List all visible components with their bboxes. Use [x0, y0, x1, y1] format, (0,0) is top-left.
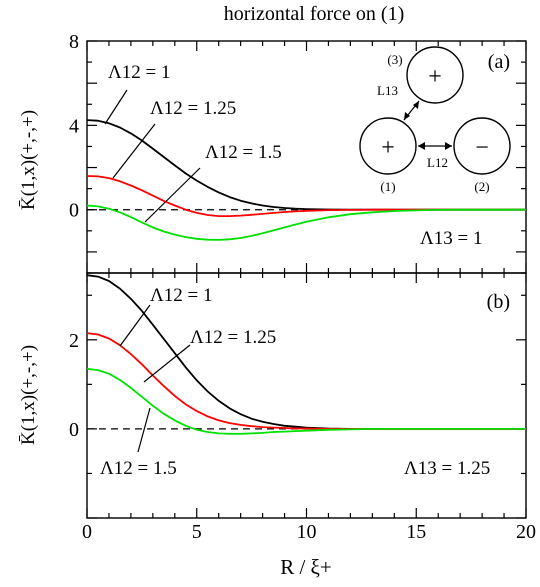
panel-b-ylabel: K̄(1,x)(+,-,+): [18, 345, 39, 445]
y-tick-label: 2: [69, 330, 79, 352]
panel-a-label: (a): [488, 51, 510, 73]
x-tick-label: 20: [516, 521, 536, 543]
series-line-2: [86, 175, 526, 217]
x-axis-label: R / ξ+: [280, 555, 332, 579]
series-label: Λ12 = 1.25: [150, 98, 236, 119]
circle-2: [453, 117, 511, 175]
l12-arrowheads: [418, 142, 452, 150]
leader-line: [144, 167, 201, 223]
panel-b-label: (b): [487, 291, 510, 313]
panel-b-label-lambda12-1.5: Λ12 = 1.5: [100, 407, 177, 479]
series-label: Λ12 = 1.25: [190, 327, 276, 348]
circle-3-id: (3): [387, 52, 402, 67]
y-tick-label: 0: [69, 419, 79, 441]
panel-b-label-lambda12-1.25: Λ12 = 1.25: [143, 327, 276, 383]
series-line-3: [86, 204, 526, 241]
panel-a-label-lambda12-1.5: Λ12 = 1.5: [144, 142, 282, 223]
x-tick-label: 0: [82, 521, 92, 543]
panel-a-ylabel: K̄(1,x)(+,-,+): [18, 110, 39, 210]
leader-line: [119, 304, 151, 347]
x-tick-label: 15: [406, 521, 426, 543]
leader-line: [137, 407, 151, 453]
circle-1-sign: +: [381, 135, 395, 161]
y-tick-label: 0: [69, 200, 79, 222]
panel-a-annotation: Λ13 = 1: [420, 228, 483, 249]
l13-label: L13: [377, 83, 398, 98]
panel-b-frame: [86, 272, 527, 519]
panel-b-label-lambda12-1: Λ12 = 1: [119, 285, 213, 347]
leader-line: [112, 123, 156, 179]
series-line-2: [86, 332, 526, 430]
circle-2-sign: −: [475, 135, 489, 161]
panel-a-label-lambda12-1: Λ12 = 1: [104, 62, 171, 125]
circle-1-id: (1): [380, 179, 395, 194]
series-label: Λ12 = 1.5: [205, 142, 282, 163]
panel-a-label-lambda12-1.25: Λ12 = 1.25: [112, 98, 236, 179]
panel-a-curves: [86, 119, 526, 241]
panel-a-ticks: 0 4 8: [69, 31, 527, 274]
panel-b: 02 (b) Λ12 = 1 Λ12 = 1.25 Λ12 = 1.5 Λ13 …: [69, 272, 527, 519]
series-label: Λ12 = 1: [108, 62, 171, 83]
panel-b-annotation: Λ13 = 1.25: [404, 458, 490, 479]
inset-diagram: + (3) + (1) − (2) L13 L12: [359, 46, 511, 194]
y-tick-label: 4: [69, 115, 79, 137]
circle-2-id: (2): [474, 179, 489, 194]
series-label: Λ12 = 1: [150, 285, 213, 306]
circle-3-sign: +: [428, 64, 442, 90]
series-label: Λ12 = 1.5: [100, 458, 177, 479]
leader-line: [143, 344, 191, 383]
x-tick-label: 5: [192, 521, 202, 543]
x-tick-labels: 0 5 10 15 20: [82, 521, 536, 543]
panel-b-ticks: 02: [69, 273, 527, 519]
l13-arrowheads: [404, 101, 419, 120]
chart-title: horizontal force on (1): [224, 3, 404, 25]
circle-1: [359, 117, 417, 175]
panel-a: 0 4 8 (a) Λ12 = 1 Λ12 = 1.25 Λ12 = 1.5 Λ13…: [69, 31, 527, 274]
circle-3: [406, 46, 464, 104]
series-line-3: [86, 367, 526, 435]
x-tick-label: 10: [297, 521, 317, 543]
y-tick-label: 8: [69, 31, 79, 53]
panel-b-curves: [86, 274, 526, 435]
leader-line: [104, 89, 128, 125]
l12-label: L12: [427, 155, 448, 170]
